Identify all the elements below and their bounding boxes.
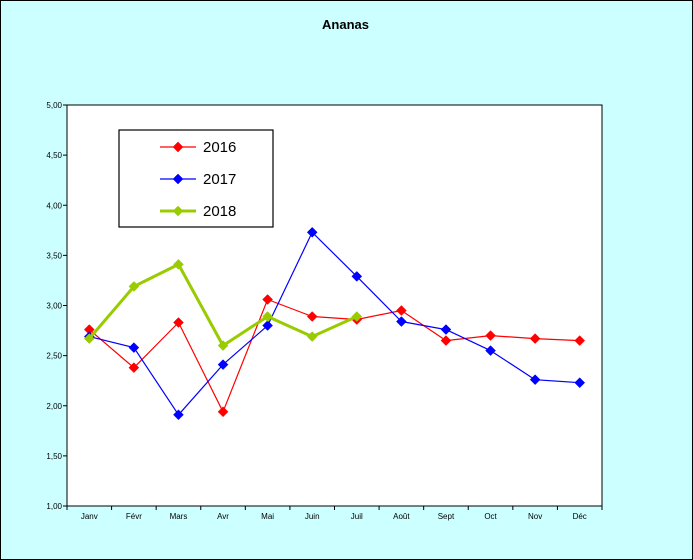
data-point-2016: [173, 317, 184, 328]
legend-entry-2017: 2017: [160, 171, 236, 188]
y-tick-label: 2,50: [46, 352, 62, 361]
x-tick-label: Déc: [573, 512, 587, 521]
x-tick-label: Févr: [126, 512, 142, 521]
data-point-2018: [217, 340, 229, 351]
data-point-2016: [574, 335, 586, 346]
x-tick-label: Mai: [261, 512, 274, 521]
x-tick-label: Juin: [305, 512, 320, 521]
data-point-2017: [262, 320, 273, 331]
data-point-2016: [396, 305, 407, 316]
data-point-2017: [485, 345, 496, 356]
data-point-2016: [128, 362, 140, 374]
series-line-2017: [89, 231, 580, 416]
x-tick-label: Juil: [351, 512, 363, 521]
legend-label: 2018: [203, 203, 236, 220]
legend-label: 2016: [203, 139, 236, 156]
y-tick-label: 3,50: [46, 251, 62, 260]
x-tick-label: Sept: [438, 512, 455, 521]
data-point-2016: [529, 333, 541, 344]
legend-entry-2016: 2016: [160, 139, 236, 156]
data-point-2016: [217, 406, 229, 418]
data-point-2017: [128, 342, 140, 353]
x-tick-label: Avr: [217, 512, 229, 521]
data-point-2016: [485, 330, 496, 341]
data-point-2016: [262, 294, 273, 305]
data-point-2018: [172, 205, 184, 217]
data-point-2017: [172, 173, 184, 185]
x-tick-label: Mars: [170, 512, 188, 521]
data-point-2016: [440, 335, 452, 346]
data-point-2016: [172, 141, 184, 153]
y-tick-label: 5,00: [46, 101, 62, 110]
y-tick-label: 4,00: [46, 201, 62, 210]
data-point-2018: [262, 311, 273, 322]
data-point-2018: [351, 311, 363, 322]
data-point-2018: [173, 259, 184, 270]
x-tick-label: Janv: [81, 512, 98, 521]
x-tick-label: Oct: [484, 512, 497, 521]
legend-entry-2018: 2018: [160, 203, 236, 220]
y-tick-label: 1,00: [46, 502, 62, 511]
data-point-2017: [351, 271, 363, 282]
data-point-2018: [83, 333, 95, 344]
data-point-2016: [306, 311, 318, 322]
chart-title: Ananas: [322, 17, 369, 32]
data-point-2018: [306, 331, 318, 342]
x-tick-label: Nov: [528, 512, 542, 521]
data-point-2017: [529, 374, 541, 386]
y-tick-label: 2,00: [46, 402, 62, 411]
legend-label: 2017: [203, 171, 236, 188]
data-point-2018: [128, 281, 140, 292]
series-line-2016: [88, 298, 580, 413]
series-2018: [83, 259, 363, 351]
data-point-2017: [306, 226, 318, 238]
data-point-2017: [440, 324, 452, 335]
data-point-2017: [173, 409, 184, 421]
y-tick-label: 4,50: [46, 151, 62, 160]
data-point-2017: [396, 316, 407, 327]
data-point-2017: [217, 359, 229, 371]
y-tick-label: 3,00: [46, 302, 62, 311]
data-point-2017: [574, 377, 586, 389]
x-tick-label: Août: [393, 512, 410, 521]
y-tick-label: 1,50: [46, 452, 62, 461]
